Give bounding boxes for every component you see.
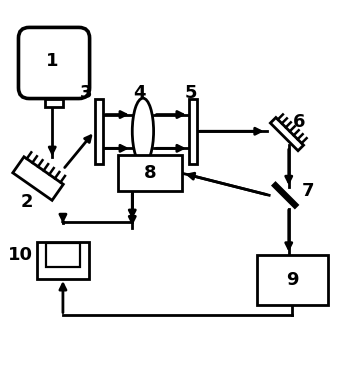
Text: 5: 5 <box>185 84 197 102</box>
Text: 4: 4 <box>133 84 146 102</box>
Bar <box>257 255 328 305</box>
Text: 10: 10 <box>8 246 33 264</box>
Bar <box>118 155 182 191</box>
FancyBboxPatch shape <box>19 28 90 99</box>
Text: 3: 3 <box>80 84 92 102</box>
Text: 2: 2 <box>20 193 33 211</box>
Bar <box>270 118 303 151</box>
Text: 1: 1 <box>46 52 59 70</box>
Bar <box>45 99 63 107</box>
Bar <box>13 157 63 200</box>
Bar <box>37 242 89 279</box>
Text: 6: 6 <box>293 113 306 131</box>
Bar <box>189 99 197 164</box>
Text: 9: 9 <box>286 271 298 289</box>
Bar <box>95 99 103 164</box>
Text: 8: 8 <box>144 164 156 182</box>
Bar <box>46 243 80 267</box>
Text: 7: 7 <box>302 182 315 200</box>
Bar <box>271 181 300 209</box>
Ellipse shape <box>132 98 154 164</box>
